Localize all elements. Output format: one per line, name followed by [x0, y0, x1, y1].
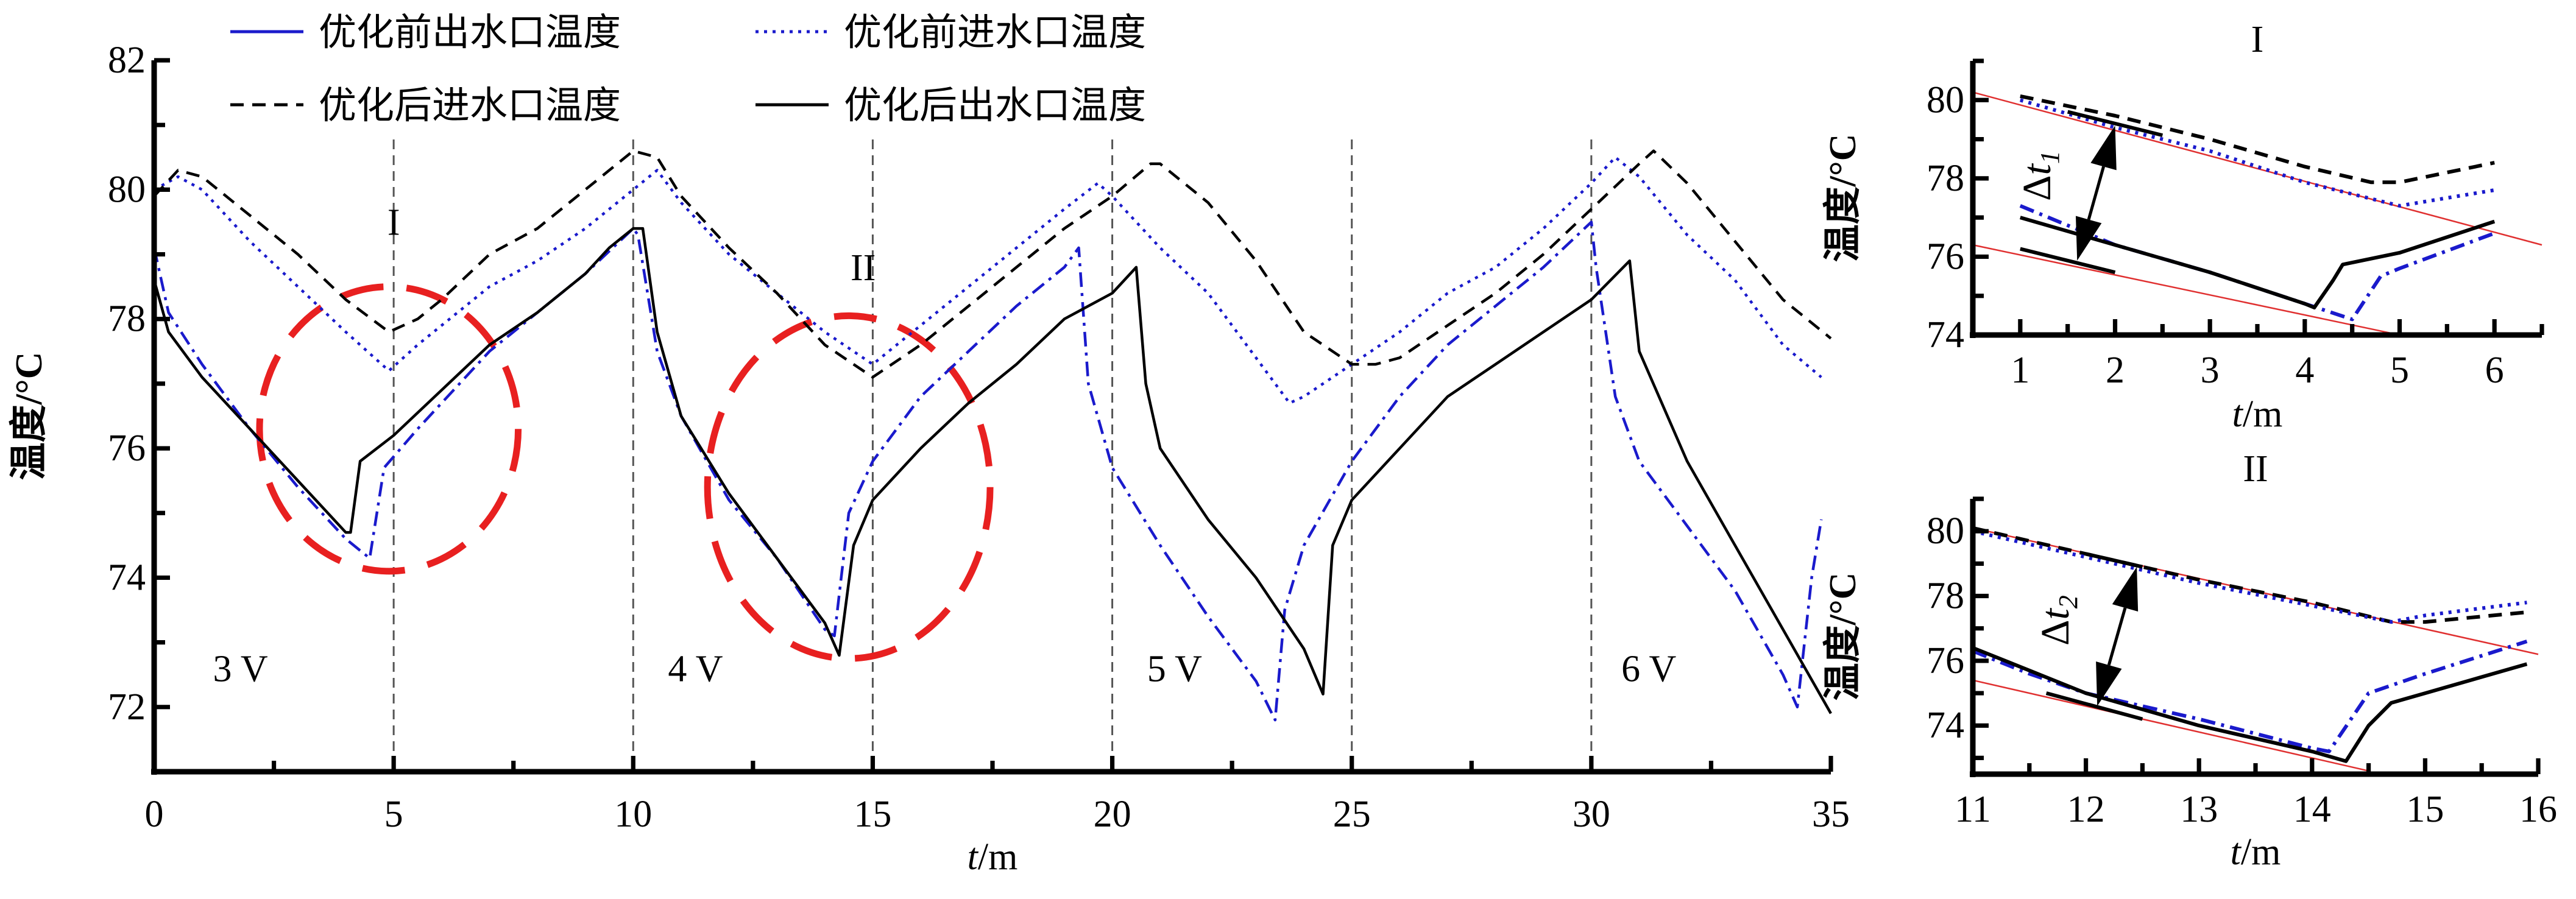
delta-t-label: Δt1	[2015, 150, 2065, 201]
series-line	[1972, 529, 2527, 624]
annotation-label: 3 V	[213, 648, 267, 689]
y-axis-label: 温度/°C	[1822, 573, 1864, 701]
legend-label: 优化前出水口温度	[319, 12, 621, 54]
annotation-label: 6 V	[1621, 648, 1676, 689]
x-axis-var: t	[968, 836, 979, 878]
reference-line	[1972, 91, 2542, 246]
arrow-head-icon	[2096, 661, 2122, 707]
series-line	[152, 220, 1823, 722]
x-tick-label: 12	[2067, 789, 2105, 830]
series-line	[152, 227, 1832, 714]
x-axis-label: t/m	[2231, 831, 2281, 873]
annotation-label: 4 V	[668, 648, 723, 689]
delta-symbol: Δ	[2033, 620, 2078, 646]
y-axis-label: 温度/°C	[8, 352, 50, 481]
annotation-label: I	[387, 202, 400, 244]
y-tick-label: 80	[1927, 79, 1964, 121]
series-line	[1972, 646, 2528, 763]
tangent-segment	[2020, 247, 2116, 275]
series-line	[153, 149, 1832, 379]
y-tick-label: 74	[1927, 705, 1964, 746]
series-line	[2019, 98, 2495, 208]
x-tick-label: 14	[2293, 789, 2331, 830]
tangent-segment	[2085, 552, 2143, 569]
delta-subscript: 2	[2053, 595, 2083, 608]
x-tick-label: 11	[1955, 789, 1991, 830]
x-tick-label: 13	[2180, 789, 2218, 830]
y-tick-label: 80	[108, 169, 146, 210]
y-tick-label: 76	[108, 428, 146, 469]
delta-subscript: 1	[2035, 150, 2065, 164]
x-tick-label: 6	[2485, 350, 2504, 391]
series-line	[2020, 94, 2495, 185]
x-tick-label: 3	[2201, 350, 2220, 391]
x-tick-label: 16	[2519, 789, 2557, 830]
highlight-ellipse-I	[256, 283, 522, 575]
y-tick-label: 72	[108, 686, 146, 728]
y-tick-label: 78	[1927, 158, 1964, 199]
inset-title: I	[2251, 19, 2264, 60]
delta-t-label: Δt2	[2033, 595, 2083, 646]
x-tick-label: 10	[614, 794, 652, 835]
y-tick-label: 74	[1927, 314, 1964, 356]
tangent-segment	[2045, 691, 2143, 721]
x-tick-label: 2	[2106, 350, 2125, 391]
y-tick-label: 78	[108, 298, 146, 340]
annotation-label: II	[851, 247, 876, 289]
delta-arrow-shaft	[2087, 166, 2105, 220]
x-axis-unit: /m	[2243, 393, 2282, 435]
series-line	[1972, 640, 2528, 753]
x-axis-unit: /m	[978, 836, 1017, 878]
x-tick-label: 15	[2406, 789, 2444, 830]
x-tick-label: 20	[1094, 794, 1131, 835]
series-line	[2019, 216, 2496, 309]
y-axis-label: 温度/°C	[1822, 134, 1864, 263]
x-axis-var: t	[2231, 831, 2242, 873]
x-tick-label: 4	[2295, 350, 2314, 391]
arrow-head-icon	[2075, 216, 2102, 261]
y-tick-label: 82	[108, 40, 146, 81]
annotation-label: 5 V	[1147, 648, 1202, 689]
x-tick-label: 5	[2390, 350, 2409, 391]
x-tick-label: 1	[2011, 350, 2029, 391]
x-axis-var: t	[2232, 393, 2244, 435]
x-tick-label: 15	[854, 794, 891, 835]
x-tick-label: 25	[1333, 794, 1371, 835]
delta-t: t	[2033, 608, 2078, 620]
legend-label: 优化后进水口温度	[319, 85, 621, 127]
y-tick-label: 74	[108, 557, 146, 598]
x-tick-label: 0	[145, 794, 164, 835]
x-axis-label: t/m	[2232, 393, 2283, 435]
y-tick-label: 76	[1927, 236, 1964, 277]
x-tick-label: 5	[384, 794, 403, 835]
x-tick-label: 30	[1573, 794, 1610, 835]
reference-line	[1972, 244, 2400, 336]
inset-title: II	[2243, 448, 2268, 490]
y-tick-label: 78	[1927, 576, 1964, 617]
delta-arrow-shaft	[2107, 607, 2127, 666]
series-line	[153, 156, 1822, 405]
legend-label: 优化前进水口温度	[844, 12, 1146, 54]
arrow-head-icon	[2112, 566, 2139, 612]
x-axis-unit: /m	[2241, 831, 2281, 873]
x-axis-label: t/m	[968, 836, 1018, 878]
delta-symbol: Δ	[2015, 175, 2059, 201]
y-tick-label: 80	[1927, 510, 1964, 552]
tangent-segment	[2067, 110, 2164, 138]
highlight-ellipse-II	[704, 312, 994, 662]
legend-label: 优化后出水口温度	[844, 85, 1146, 127]
reference-line	[1972, 679, 2369, 772]
x-tick-label: 35	[1812, 794, 1850, 835]
arrow-head-icon	[2090, 125, 2117, 171]
y-tick-label: 76	[1927, 640, 1964, 682]
delta-t: t	[2015, 163, 2059, 175]
